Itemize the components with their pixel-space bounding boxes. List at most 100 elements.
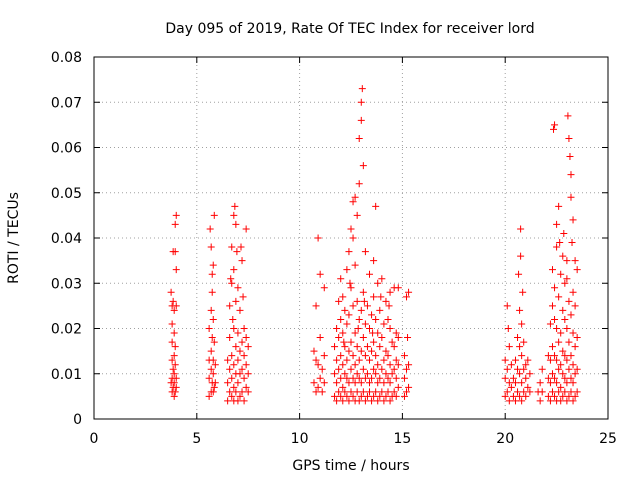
data-point bbox=[514, 334, 522, 342]
data-point bbox=[405, 288, 413, 296]
data-point bbox=[360, 297, 368, 305]
y-tick-label: 0.02 bbox=[51, 322, 82, 338]
data-point bbox=[209, 388, 217, 396]
data-point bbox=[353, 297, 361, 305]
data-point bbox=[355, 397, 363, 405]
data-point bbox=[244, 343, 252, 351]
data-point bbox=[339, 361, 347, 369]
data-point bbox=[351, 261, 359, 269]
data-point bbox=[312, 388, 320, 396]
data-point bbox=[386, 361, 394, 369]
data-point bbox=[333, 356, 341, 364]
data-point bbox=[359, 365, 367, 373]
data-point bbox=[392, 356, 400, 364]
chart-title: Day 095 of 2019, Rate Of TEC Index for r… bbox=[165, 21, 534, 37]
data-point bbox=[551, 352, 559, 360]
data-point bbox=[503, 388, 511, 396]
data-point bbox=[232, 220, 240, 228]
data-point bbox=[517, 252, 525, 260]
data-point bbox=[355, 134, 363, 142]
data-point bbox=[378, 275, 386, 283]
data-point bbox=[211, 361, 219, 369]
data-point bbox=[501, 392, 509, 400]
data-point bbox=[331, 370, 339, 378]
data-point bbox=[382, 297, 390, 305]
data-point bbox=[380, 320, 388, 328]
data-point bbox=[316, 270, 324, 278]
data-point bbox=[205, 392, 213, 400]
data-point bbox=[167, 379, 175, 387]
data-point bbox=[369, 329, 377, 337]
data-point bbox=[571, 257, 579, 265]
data-point bbox=[522, 374, 530, 382]
data-point bbox=[172, 211, 180, 219]
data-point bbox=[320, 284, 328, 292]
data-point bbox=[168, 356, 176, 364]
data-point bbox=[167, 288, 175, 296]
data-point bbox=[536, 379, 544, 387]
data-point bbox=[209, 356, 217, 364]
data-point bbox=[404, 334, 412, 342]
data-point bbox=[559, 370, 567, 378]
data-point bbox=[236, 306, 244, 314]
data-point bbox=[569, 288, 577, 296]
data-point bbox=[227, 275, 235, 283]
data-point bbox=[366, 388, 374, 396]
data-point bbox=[384, 315, 392, 323]
data-point bbox=[557, 270, 565, 278]
data-point bbox=[341, 388, 349, 396]
data-point bbox=[501, 356, 509, 364]
data-point bbox=[232, 343, 240, 351]
data-point bbox=[226, 302, 234, 310]
x-tick-label: 25 bbox=[599, 431, 617, 447]
data-point bbox=[239, 293, 247, 301]
data-point bbox=[538, 365, 546, 373]
data-point bbox=[518, 379, 526, 387]
data-point bbox=[314, 361, 322, 369]
data-point bbox=[359, 288, 367, 296]
data-point bbox=[548, 266, 556, 274]
data-point bbox=[234, 379, 242, 387]
data-point bbox=[403, 365, 411, 373]
data-point bbox=[386, 397, 394, 405]
data-point bbox=[320, 352, 328, 360]
y-tick-label: 0.01 bbox=[51, 367, 82, 383]
data-point bbox=[234, 284, 242, 292]
data-point bbox=[318, 388, 326, 396]
data-point bbox=[372, 370, 380, 378]
data-point bbox=[388, 338, 396, 346]
data-point bbox=[557, 361, 565, 369]
data-point bbox=[226, 365, 234, 373]
data-point bbox=[361, 374, 369, 382]
data-point bbox=[559, 347, 567, 355]
data-point bbox=[567, 311, 575, 319]
data-point bbox=[563, 257, 571, 265]
data-point bbox=[172, 383, 180, 391]
data-point bbox=[565, 392, 573, 400]
data-point bbox=[340, 338, 348, 346]
data-point bbox=[171, 361, 179, 369]
data-point bbox=[384, 388, 392, 396]
data-point bbox=[563, 275, 571, 283]
data-point bbox=[514, 388, 522, 396]
data-point bbox=[368, 374, 376, 382]
data-point bbox=[224, 379, 232, 387]
data-point bbox=[366, 270, 374, 278]
data-point bbox=[405, 361, 413, 369]
data-point bbox=[335, 297, 343, 305]
data-point bbox=[405, 383, 413, 391]
data-point bbox=[363, 302, 371, 310]
data-point bbox=[372, 388, 380, 396]
data-point bbox=[546, 356, 554, 364]
data-point bbox=[517, 225, 525, 233]
data-point bbox=[394, 361, 402, 369]
data-point bbox=[366, 325, 374, 332]
data-point bbox=[208, 270, 216, 278]
data-point bbox=[333, 397, 341, 405]
data-point bbox=[503, 365, 511, 373]
data-point bbox=[232, 297, 240, 305]
data-point bbox=[511, 356, 519, 364]
data-point bbox=[374, 379, 382, 387]
data-point bbox=[236, 347, 244, 355]
data-point bbox=[368, 397, 376, 405]
